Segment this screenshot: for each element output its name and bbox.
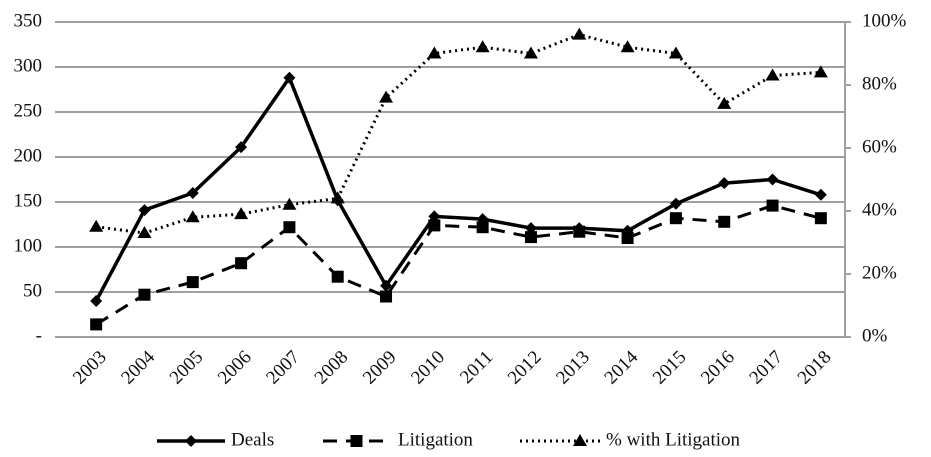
point-marker	[766, 199, 779, 212]
x-tick-label: 2004	[117, 346, 159, 388]
point-marker	[573, 225, 586, 238]
y2-tick-label: 100%	[862, 10, 907, 31]
point-marker	[620, 40, 635, 53]
y-tick-label: 50	[23, 280, 42, 301]
point-marker	[523, 46, 538, 59]
point-marker	[572, 27, 587, 40]
point-marker	[813, 65, 828, 78]
point-marker	[668, 46, 683, 59]
x-tick-label: 2003	[69, 347, 111, 389]
x-tick-label: 2007	[262, 347, 304, 389]
point-marker	[234, 207, 249, 220]
point-marker	[766, 173, 779, 186]
legend-marker	[185, 435, 197, 447]
point-marker	[90, 318, 103, 331]
point-marker	[380, 279, 393, 292]
x-tick-label: 2018	[794, 347, 836, 389]
y-tick-label: 200	[14, 145, 43, 166]
point-marker	[138, 204, 151, 217]
point-marker	[717, 96, 732, 109]
y-tick-label: 150	[14, 190, 43, 211]
x-tick-label: 2014	[600, 346, 642, 388]
x-tick-label: 2012	[504, 347, 546, 389]
x-tick-label: 2008	[311, 347, 353, 389]
x-tick-label: 2016	[697, 347, 739, 389]
point-marker	[814, 212, 827, 225]
point-marker	[428, 219, 441, 232]
y-tick-label: 250	[14, 100, 43, 121]
point-marker	[185, 210, 200, 223]
point-marker	[476, 221, 489, 234]
x-tick-label: 2006	[214, 347, 256, 389]
point-marker	[283, 71, 296, 84]
series-line	[95, 33, 821, 235]
point-marker	[235, 257, 248, 270]
point-marker	[186, 187, 199, 199]
x-tick-label: 2011	[456, 347, 497, 388]
x-tick-label: 2005	[166, 347, 208, 389]
y2-tick-label: 80%	[862, 73, 897, 94]
x-tick-label: 2015	[649, 347, 691, 389]
x-tick-label: 2017	[745, 347, 787, 389]
point-marker	[379, 90, 394, 103]
series-line	[95, 204, 822, 326]
series-line	[94, 74, 822, 302]
point-marker	[137, 226, 152, 239]
point-marker	[718, 177, 731, 190]
point-marker	[282, 197, 297, 210]
point-marker	[235, 141, 248, 154]
x-tick-label: 2010	[407, 347, 449, 389]
x-tick-label: 2013	[552, 347, 594, 389]
legend-marker	[350, 435, 363, 447]
y-tick-label: 300	[14, 55, 43, 76]
point-marker	[90, 295, 103, 307]
point-marker	[718, 215, 731, 228]
y2-tick-label: 60%	[862, 136, 897, 157]
legend-label: % with Litigation	[606, 429, 741, 450]
y2-tick-label: 0%	[862, 325, 888, 346]
point-marker	[138, 288, 151, 301]
x-tick-label: 2009	[359, 347, 401, 389]
point-marker	[283, 221, 296, 234]
legend-label: Litigation	[398, 429, 473, 450]
point-marker	[765, 68, 780, 81]
point-marker	[814, 188, 827, 201]
point-marker	[669, 197, 682, 210]
point-marker	[89, 219, 104, 232]
point-marker	[330, 191, 345, 204]
legend-label: Deals	[231, 429, 274, 450]
point-marker	[331, 270, 344, 283]
legend-marker	[573, 434, 587, 446]
y2-tick-label: 40%	[862, 199, 897, 220]
point-marker	[669, 212, 682, 225]
point-marker	[427, 46, 442, 59]
y2-tick-label: 20%	[862, 262, 897, 283]
y-tick-label: -	[36, 325, 42, 346]
point-marker	[380, 290, 393, 303]
y-tick-label: 350	[14, 10, 43, 31]
point-marker	[524, 231, 537, 244]
point-marker	[475, 40, 490, 53]
point-marker	[621, 232, 634, 244]
y-tick-label: 100	[14, 235, 43, 256]
point-marker	[186, 276, 199, 289]
